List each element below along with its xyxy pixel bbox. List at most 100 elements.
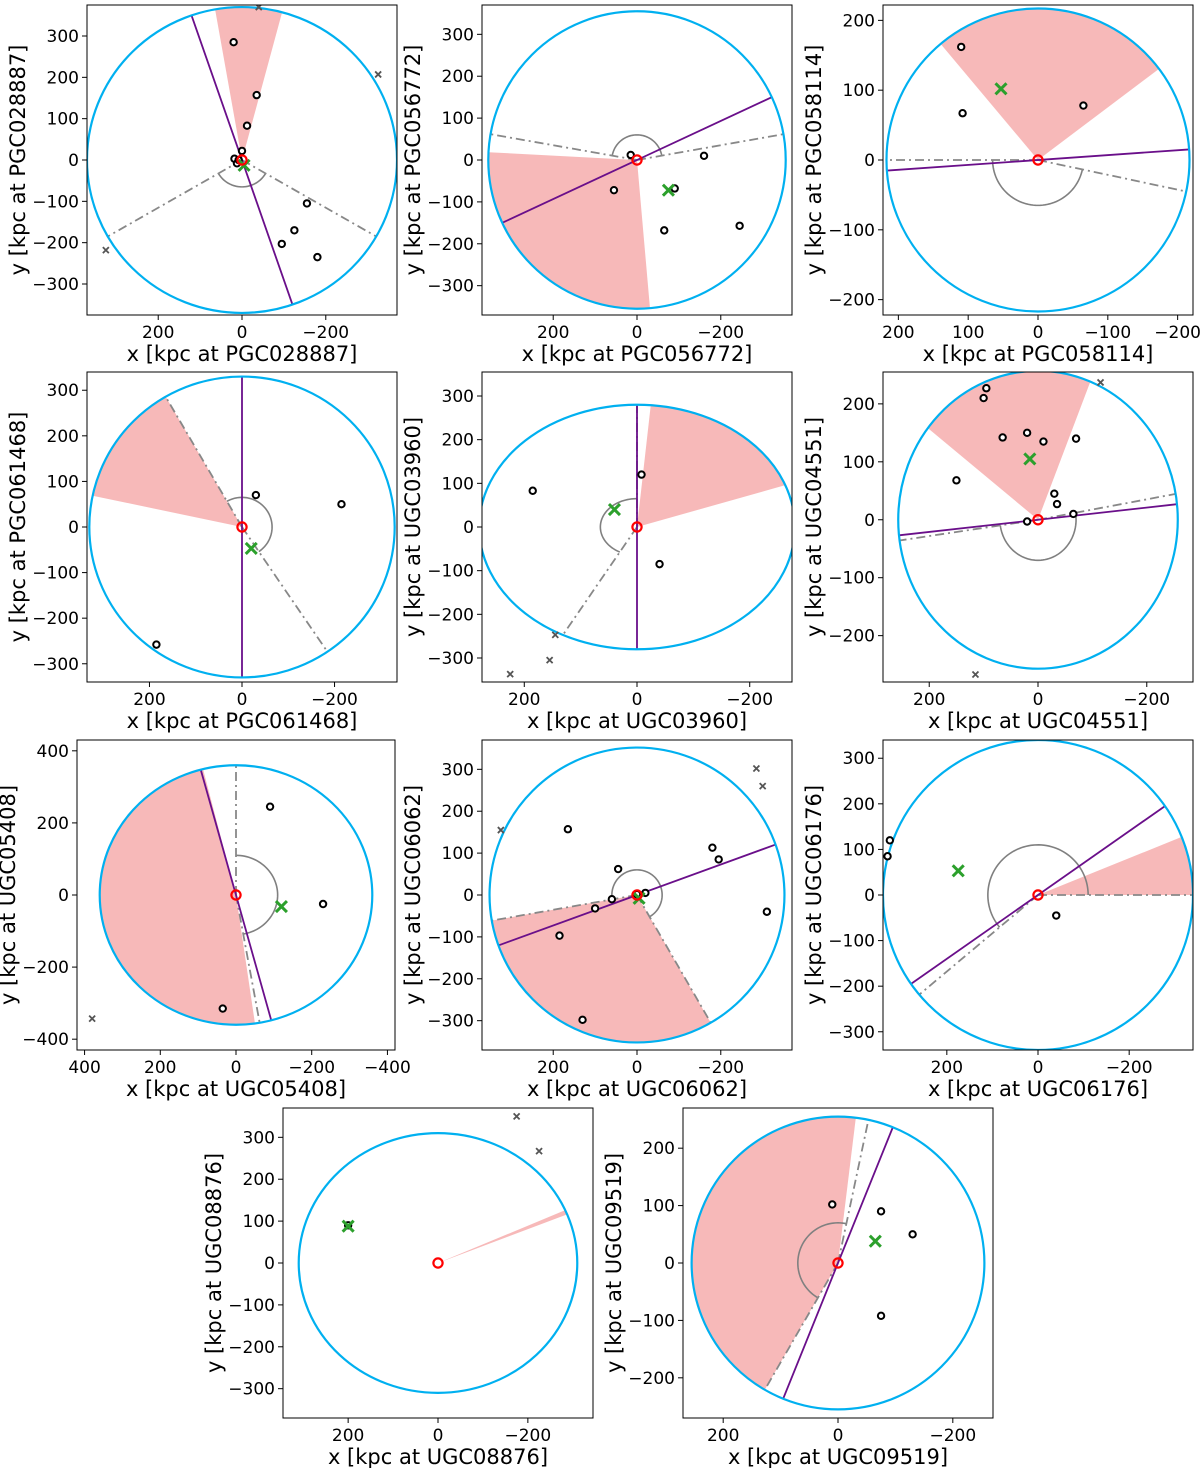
satellite-point bbox=[290, 226, 299, 235]
y-tick-label: 300 bbox=[442, 387, 474, 407]
satellite-point bbox=[885, 836, 895, 845]
satellite-point bbox=[1022, 428, 1032, 438]
x-tick-label: 0 bbox=[231, 1058, 242, 1078]
x-tick-label: 200 bbox=[142, 323, 174, 343]
x-tick-label: 0 bbox=[433, 1426, 444, 1446]
x-tick-label: −200 bbox=[1154, 323, 1200, 343]
mean-position-marker bbox=[994, 82, 1008, 96]
mean-position-marker bbox=[868, 1234, 882, 1248]
y-tick-label: −200 bbox=[22, 958, 69, 978]
y-tick-label: 100 bbox=[442, 109, 474, 129]
inner-gap-arc bbox=[611, 869, 663, 918]
y-tick-label: −100 bbox=[427, 562, 474, 582]
y-tick-label: 200 bbox=[643, 1139, 675, 1159]
plot-area bbox=[897, 372, 1179, 679]
gap-edge-line bbox=[164, 396, 243, 528]
x-axis-label: x [kpc at PGC028887] bbox=[127, 342, 358, 366]
mean-position-marker bbox=[1023, 452, 1037, 466]
occupied-wedge bbox=[691, 1116, 856, 1390]
occupied-wedge bbox=[940, 8, 1160, 161]
gap-edge-line bbox=[1037, 159, 1187, 193]
satellite-point bbox=[265, 802, 275, 811]
y-tick-label: 100 bbox=[843, 81, 875, 101]
y-tick-label: 100 bbox=[843, 453, 875, 473]
satellite-point bbox=[528, 486, 537, 495]
gap-edge-line bbox=[1037, 493, 1176, 521]
outside-point bbox=[752, 764, 761, 773]
y-axis-label: y [kpc at UGC04551] bbox=[802, 417, 826, 637]
satellite-point bbox=[655, 559, 664, 569]
x-tick-label: −200 bbox=[302, 323, 349, 343]
y-tick-label: −300 bbox=[32, 275, 79, 295]
plot-area bbox=[885, 7, 1191, 313]
x-tick-label: −100 bbox=[1084, 323, 1131, 343]
plot-area bbox=[88, 764, 374, 1026]
panel-ugc06062: 200 0 −200 −300 −200 −100 0 100 200 300 x [kpc at … bbox=[401, 739, 793, 1101]
x-tick-label: 200 bbox=[537, 1058, 569, 1078]
y-tick-label: 200 bbox=[243, 1170, 275, 1190]
occupied-wedge bbox=[491, 895, 711, 1043]
plot-area bbox=[883, 740, 1193, 1050]
virial-circle bbox=[87, 6, 397, 314]
y-tick-label: −200 bbox=[427, 970, 474, 990]
virial-circle bbox=[690, 1115, 986, 1411]
virial-circle bbox=[297, 1132, 579, 1394]
mean-position-marker bbox=[607, 502, 622, 517]
host-galaxy-marker bbox=[236, 154, 248, 166]
host-galaxy-marker bbox=[1032, 514, 1044, 526]
y-tick-label: 300 bbox=[442, 25, 474, 45]
host-galaxy-marker bbox=[432, 1257, 444, 1269]
occupied-wedge bbox=[99, 769, 255, 1025]
satellite-point bbox=[1022, 517, 1032, 526]
plot-area bbox=[488, 746, 786, 1044]
y-tick-label: −300 bbox=[427, 649, 474, 669]
gap-edge-line bbox=[241, 526, 329, 653]
y-axis-label: y [kpc at UGC05408] bbox=[0, 785, 20, 1005]
y-tick-label: −100 bbox=[628, 1311, 675, 1331]
occupied-wedge bbox=[927, 372, 1091, 520]
gap-edge-line bbox=[241, 159, 377, 238]
gap-edge-line bbox=[918, 894, 1039, 996]
mean-position-marker bbox=[951, 864, 965, 878]
satellite-point bbox=[251, 490, 261, 500]
x-tick-label: 0 bbox=[1033, 1058, 1044, 1078]
outside-point bbox=[545, 656, 554, 664]
y-tick-label: 0 bbox=[463, 518, 474, 538]
y-tick-label: 200 bbox=[843, 795, 875, 815]
y-tick-label: 100 bbox=[47, 472, 79, 492]
satellite-point bbox=[735, 221, 744, 230]
mean-position-marker bbox=[274, 899, 288, 914]
virial-circle bbox=[98, 764, 374, 1026]
outside-point bbox=[535, 1147, 543, 1155]
host-galaxy-marker bbox=[832, 1257, 844, 1269]
gap-edge-line bbox=[636, 894, 712, 1024]
y-tick-label: −100 bbox=[828, 932, 875, 952]
y-tick-label: −100 bbox=[828, 221, 875, 241]
x-tick-label: −200 bbox=[311, 690, 358, 710]
x-tick-label: 0 bbox=[1033, 323, 1044, 343]
y-tick-label: 100 bbox=[843, 840, 875, 860]
occupied-wedge bbox=[92, 396, 243, 527]
outside-point bbox=[512, 1112, 521, 1121]
satellite-point bbox=[218, 1004, 227, 1013]
inner-gap-arc bbox=[611, 134, 663, 156]
y-tick-label: −200 bbox=[427, 235, 474, 255]
y-tick-label: −100 bbox=[427, 193, 474, 213]
satellite-point bbox=[152, 640, 161, 649]
outside-point bbox=[759, 782, 767, 790]
y-tick-label: −100 bbox=[228, 1296, 275, 1316]
x-tick-label: −200 bbox=[1123, 690, 1170, 710]
x-tick-label: −200 bbox=[929, 1426, 976, 1446]
major-axis-line bbox=[910, 805, 1166, 985]
x-axis-label: x [kpc at UGC04551] bbox=[928, 709, 1148, 733]
y-tick-label: 0 bbox=[864, 151, 875, 171]
satellite-point bbox=[242, 121, 252, 130]
x-tick-label: 0 bbox=[1033, 690, 1044, 710]
y-tick-label: −300 bbox=[32, 655, 79, 675]
major-axis-line bbox=[782, 1126, 894, 1400]
host-galaxy-marker bbox=[631, 521, 643, 533]
x-tick-label: 200 bbox=[537, 323, 569, 343]
y-tick-label: −300 bbox=[427, 277, 474, 297]
y-tick-label: 200 bbox=[47, 427, 79, 447]
x-axis-label: x [kpc at PGC061468] bbox=[127, 709, 358, 733]
